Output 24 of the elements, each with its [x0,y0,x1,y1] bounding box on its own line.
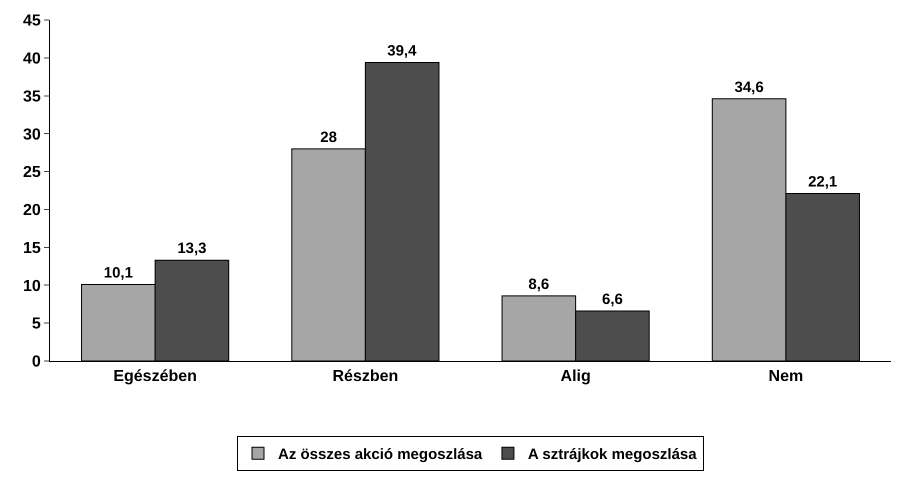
x-tick-label: Alig [560,368,591,386]
y-tick-label: 20 [23,202,41,220]
y-tick-label: 5 [32,316,41,333]
data-label: 10,1 [104,264,133,282]
data-label: 8,6 [528,276,550,293]
y-tick-label: 45 [23,12,41,30]
y-tick-label: 10 [23,278,41,295]
legend-label: Az összes akció megoszlása [278,446,483,464]
x-tick-label: Részben [332,368,398,386]
y-tick-label: 40 [23,50,41,68]
data-label: 22,1 [808,174,838,191]
y-tick-label: 30 [23,126,41,144]
y-tick-label: 35 [23,88,41,106]
y-tick-label: 15 [23,240,41,257]
y-tick-label: 25 [23,164,41,182]
legend-label: A sztrájkok megoszlása [528,446,698,464]
x-tick-label: Nem [768,368,804,386]
data-label: 13,3 [177,240,207,258]
data-label: 34,6 [734,78,764,96]
y-tick-label: 0 [32,354,41,371]
data-label: 6,6 [602,290,623,308]
data-label: 28 [320,128,337,146]
x-tick-label: Egészében [113,368,197,386]
data-label: 39,4 [387,42,418,60]
